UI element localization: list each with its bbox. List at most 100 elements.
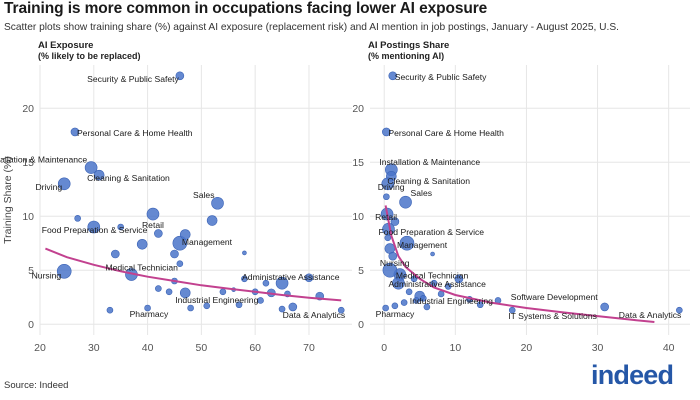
scatter-point (399, 195, 412, 209)
scatter-point (257, 297, 264, 304)
point-label: Security & Public Safety (87, 74, 179, 84)
scatter-point (392, 276, 405, 290)
scatter-point (176, 260, 184, 268)
scatter-point (170, 249, 179, 259)
scatter-point (382, 304, 389, 312)
panel-subtitle: (% mentioning AI) (368, 51, 444, 61)
y-tick-label: 20 (352, 103, 364, 115)
scatter-point (388, 251, 398, 261)
scatter-point (56, 263, 72, 279)
scatter-point (154, 229, 163, 238)
scatter-point (420, 294, 427, 302)
scatter-point (430, 251, 435, 257)
y-tick-label: 20 (22, 103, 34, 115)
scatter-point (383, 193, 390, 201)
scatter-point (600, 302, 609, 312)
scatter-point (111, 249, 120, 259)
scatter-point (203, 302, 211, 310)
y-tick-label: 0 (28, 319, 34, 331)
scatter-point (278, 305, 286, 313)
point-label: Management (182, 237, 233, 247)
scatter-point (179, 287, 191, 299)
point-label: Management (397, 240, 448, 250)
y-tick-label: 5 (358, 265, 364, 277)
scatter-point (412, 297, 420, 304)
scatter-point (405, 288, 413, 296)
scatter-point (476, 301, 484, 309)
point-label: Food Preparation & Service (42, 225, 148, 235)
scatter-point (144, 304, 151, 312)
point-label: Driving (378, 182, 405, 192)
point-label: Installation & Maintenance (379, 157, 480, 167)
point-label: Data & Analytics (619, 310, 682, 320)
point-label: Industrial Engineering (410, 296, 493, 306)
y-tick-label: 10 (22, 211, 34, 223)
point-label: Cleaning & Sanitation (87, 173, 170, 183)
point-label: Cleaning & Sanitation (387, 176, 470, 186)
point-label: Personal Care & Home Health (388, 128, 504, 138)
point-label: Administrative Assistance (388, 279, 486, 289)
scatter-point (275, 276, 289, 290)
x-tick-label: 40 (142, 342, 154, 354)
point-label: Nursing (380, 258, 410, 268)
point-label: Medical Technician (396, 271, 469, 281)
scatter-point (187, 304, 194, 312)
point-label: IT Systems & Solutions (508, 311, 597, 321)
point-label: Food Preparation & Service (378, 227, 484, 237)
panel-title: AI Postings Share (368, 40, 449, 51)
scatter-point (676, 306, 683, 314)
scatter-panel-2: 0 5 10 15 20 0 10 20 30 40 AI Postings Share(% men… (352, 40, 690, 354)
scatter-panel-1: 0 5 10 15 20 20 30 40 50 60 70 AI Exposure(% likely… (0, 40, 352, 354)
scatter-point (288, 302, 298, 312)
chart-subtitle: Scatter plots show training share (%) ag… (4, 22, 619, 33)
scatter-point (84, 161, 98, 174)
trend-line (384, 205, 655, 323)
y-tick-label: 0 (358, 319, 364, 331)
panel-title: AI Exposure (38, 40, 93, 51)
scatter-point (136, 238, 148, 250)
scatter-point (444, 283, 452, 290)
x-tick-label: 20 (34, 342, 46, 354)
scatter-point (241, 275, 248, 283)
scatter-point (165, 288, 173, 296)
panel-subtitle: (% likely to be replaced) (38, 51, 141, 61)
trend-line (45, 247, 342, 302)
scatter-point (57, 177, 71, 191)
scatter-point (384, 234, 392, 242)
scatter-point (381, 177, 395, 191)
scatter-point (87, 220, 101, 234)
point-label: Medical Technician (105, 263, 178, 273)
point-label: Sales (411, 188, 433, 198)
scatter-point (146, 207, 160, 221)
scatter-point (454, 274, 464, 284)
x-tick-label: 40 (663, 342, 675, 354)
scatter-point (211, 196, 224, 210)
scatter-point (106, 306, 114, 314)
x-tick-label: 60 (249, 342, 261, 354)
scatter-point (423, 303, 431, 311)
scatter-point (382, 262, 398, 278)
scatter-point (382, 127, 391, 137)
scatter-point (390, 217, 400, 226)
y-tick-label: 15 (22, 157, 34, 169)
scatter-point (337, 306, 345, 314)
scatter-point (399, 235, 415, 251)
point-label: Sales (193, 190, 215, 200)
point-label: Pharmacy (130, 309, 169, 319)
scatter-point (179, 229, 191, 240)
point-label: Data & Analytics (283, 310, 346, 320)
scatter-point (410, 275, 418, 283)
point-label: Installation & Maintenance (0, 155, 87, 165)
chart-title: Training is more common in occupations f… (4, 0, 488, 17)
y-axis-label: Training Share (%) (2, 156, 14, 244)
point-label: Driving (35, 182, 62, 192)
scatter-point (175, 71, 185, 81)
x-tick-label: 50 (196, 342, 208, 354)
x-tick-label: 0 (381, 342, 387, 354)
x-tick-label: 30 (88, 342, 100, 354)
y-tick-label: 5 (28, 265, 34, 277)
scatter-point (391, 302, 399, 310)
point-label: Personal Care & Home Health (77, 128, 193, 138)
y-tick-label: 10 (352, 211, 364, 223)
scatter-point (430, 279, 438, 287)
